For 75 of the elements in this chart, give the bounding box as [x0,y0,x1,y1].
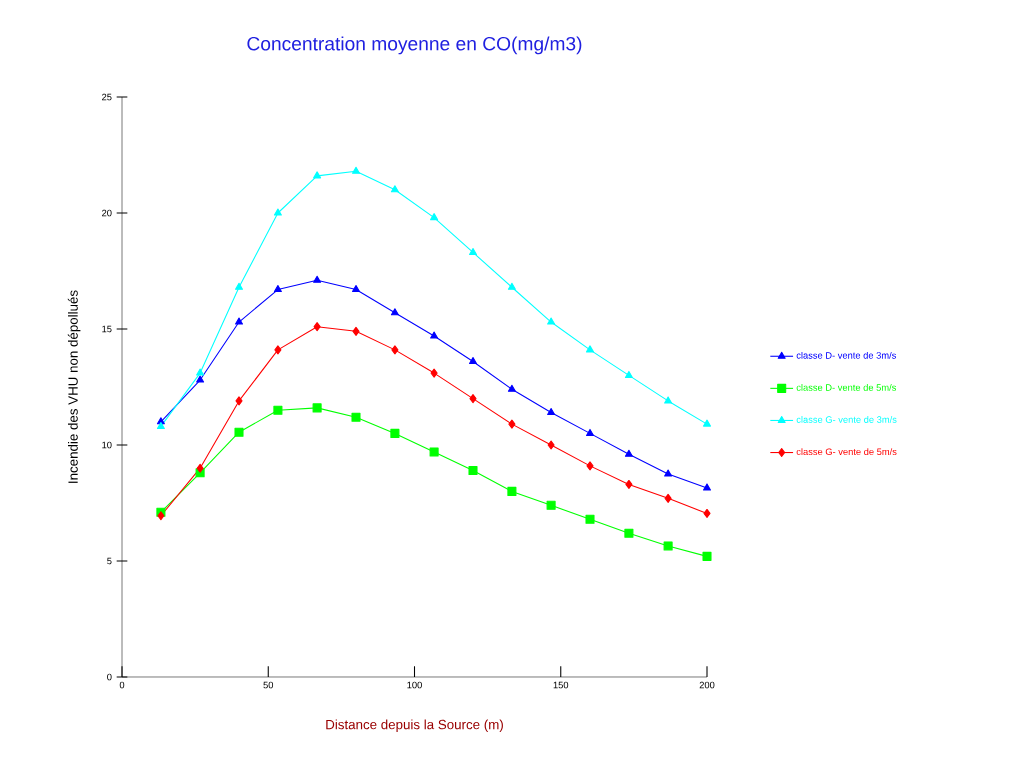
legend-label: classe G- vente de 3m/s [796,416,897,423]
x-tick-label: 100 [407,681,422,689]
point [586,428,595,436]
point [352,285,361,293]
point [313,171,322,179]
point [235,396,243,406]
point [273,405,283,415]
y-tick-label: 25 [102,93,112,101]
point [312,403,322,413]
point [196,368,205,376]
point [469,356,478,365]
point [390,428,400,438]
point [508,419,516,429]
x-tick-label: 50 [263,681,274,689]
point [313,322,321,332]
legend-label: classe G- vente de 5m/s [796,448,897,456]
point [586,461,594,471]
point [469,394,477,404]
point [391,345,399,355]
x-tick-label: 0 [119,681,125,689]
point [663,541,673,551]
point [586,345,595,353]
point [664,469,673,477]
y-tick-label: 5 [107,557,112,565]
point [546,500,556,510]
point [625,479,633,489]
point [702,551,712,561]
y-tick-label: 10 [102,441,112,449]
y-tick-label: 20 [102,209,112,217]
x-tick-label: 200 [699,681,715,689]
point [624,370,633,378]
point [235,317,244,325]
point [547,317,556,325]
chart-title: Concentration moyenne en CO(mg/m3) [247,36,582,55]
point [234,427,244,437]
point [703,508,711,518]
y-tick-label: 0 [107,673,112,681]
point [507,486,517,496]
x-tick-label: 150 [553,681,569,689]
point [429,447,439,457]
point [547,407,556,416]
point [352,326,360,336]
point [313,275,322,283]
x-axis-title: Distance depuis la Source (m) [326,719,503,732]
point [468,465,478,476]
point [469,247,478,255]
point [390,185,399,193]
point [547,440,555,450]
point [624,449,633,457]
y-tick-label: 15 [102,325,112,333]
point [507,282,516,290]
point [196,375,205,383]
point [156,421,165,429]
y-axis-title: Incendie des VHU non dépollués [67,290,81,483]
point [390,308,399,316]
point [157,511,165,521]
point [351,412,361,422]
point [352,166,361,174]
point [624,528,634,538]
point [703,419,712,427]
point [585,514,595,524]
point [664,493,672,503]
point [507,384,516,392]
point [274,345,282,355]
point [430,331,439,339]
point [273,285,282,293]
point [235,282,244,290]
point [430,213,439,221]
point [196,463,204,473]
legend-label: classe D- vente de 3m/s [796,351,897,359]
point [430,368,438,378]
point [664,396,673,404]
legend-label: classe D- vente de 5m/s [796,383,897,391]
point [703,483,712,491]
point [273,208,282,216]
